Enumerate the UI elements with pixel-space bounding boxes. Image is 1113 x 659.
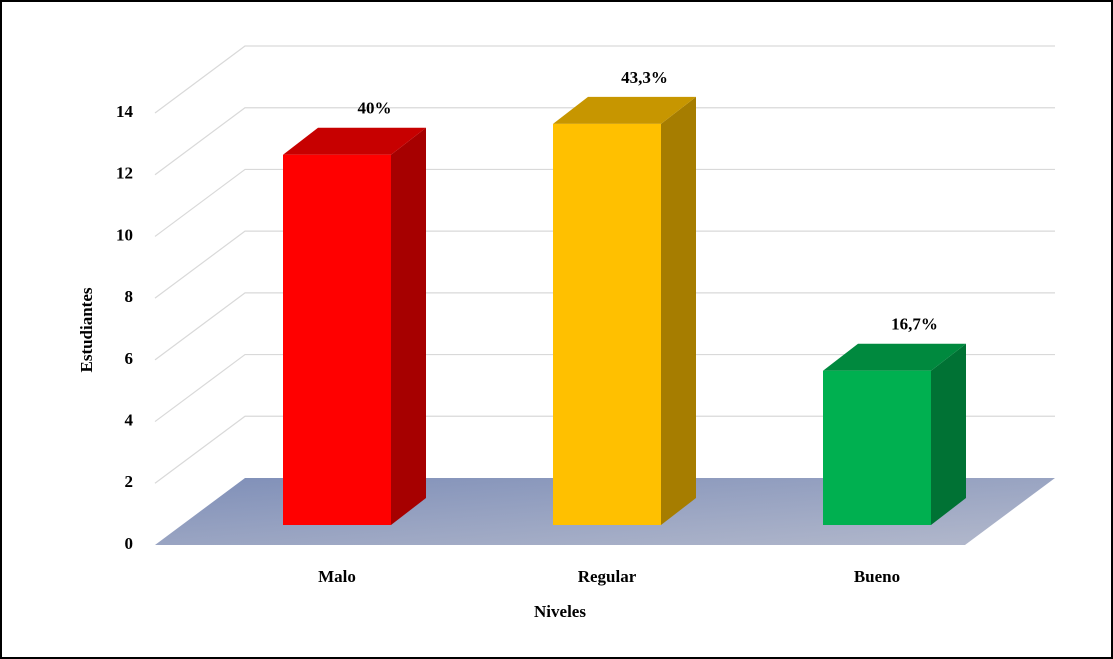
y-tick-label: 8 bbox=[125, 287, 134, 306]
y-tick-label: 2 bbox=[125, 472, 134, 491]
bar-top bbox=[823, 343, 966, 371]
y-tick-label: 12 bbox=[116, 164, 133, 183]
x-tick-label: Malo bbox=[318, 567, 356, 586]
bar bbox=[283, 154, 391, 525]
y-tick-label: 0 bbox=[125, 534, 134, 553]
bar-side bbox=[931, 343, 966, 525]
grid-line bbox=[154, 168, 1055, 237]
grid-line bbox=[154, 45, 1055, 114]
grid-line bbox=[154, 292, 1055, 361]
data-label: 16,7% bbox=[891, 315, 938, 334]
y-tick-label: 4 bbox=[125, 410, 134, 429]
y-tick-label: 10 bbox=[116, 225, 133, 244]
bar bbox=[553, 123, 661, 525]
grid-line bbox=[154, 230, 1055, 299]
bar-top bbox=[553, 96, 696, 124]
grid-line bbox=[154, 107, 1055, 176]
data-label: 43,3% bbox=[621, 68, 668, 87]
data-label: 40% bbox=[358, 99, 392, 118]
bar-side bbox=[661, 96, 696, 525]
x-tick-label: Regular bbox=[578, 567, 637, 586]
x-tick-label: Bueno bbox=[854, 567, 900, 586]
grid-line bbox=[154, 353, 1055, 423]
grid-line bbox=[154, 415, 1055, 484]
bar bbox=[823, 370, 931, 525]
y-tick-label: 14 bbox=[116, 102, 134, 121]
bar-top bbox=[283, 127, 426, 155]
y-tick-label: 6 bbox=[125, 349, 134, 368]
x-axis-title: Niveles bbox=[534, 602, 586, 621]
bar-side bbox=[391, 127, 426, 525]
y-axis-title: Estudiantes bbox=[77, 287, 96, 372]
